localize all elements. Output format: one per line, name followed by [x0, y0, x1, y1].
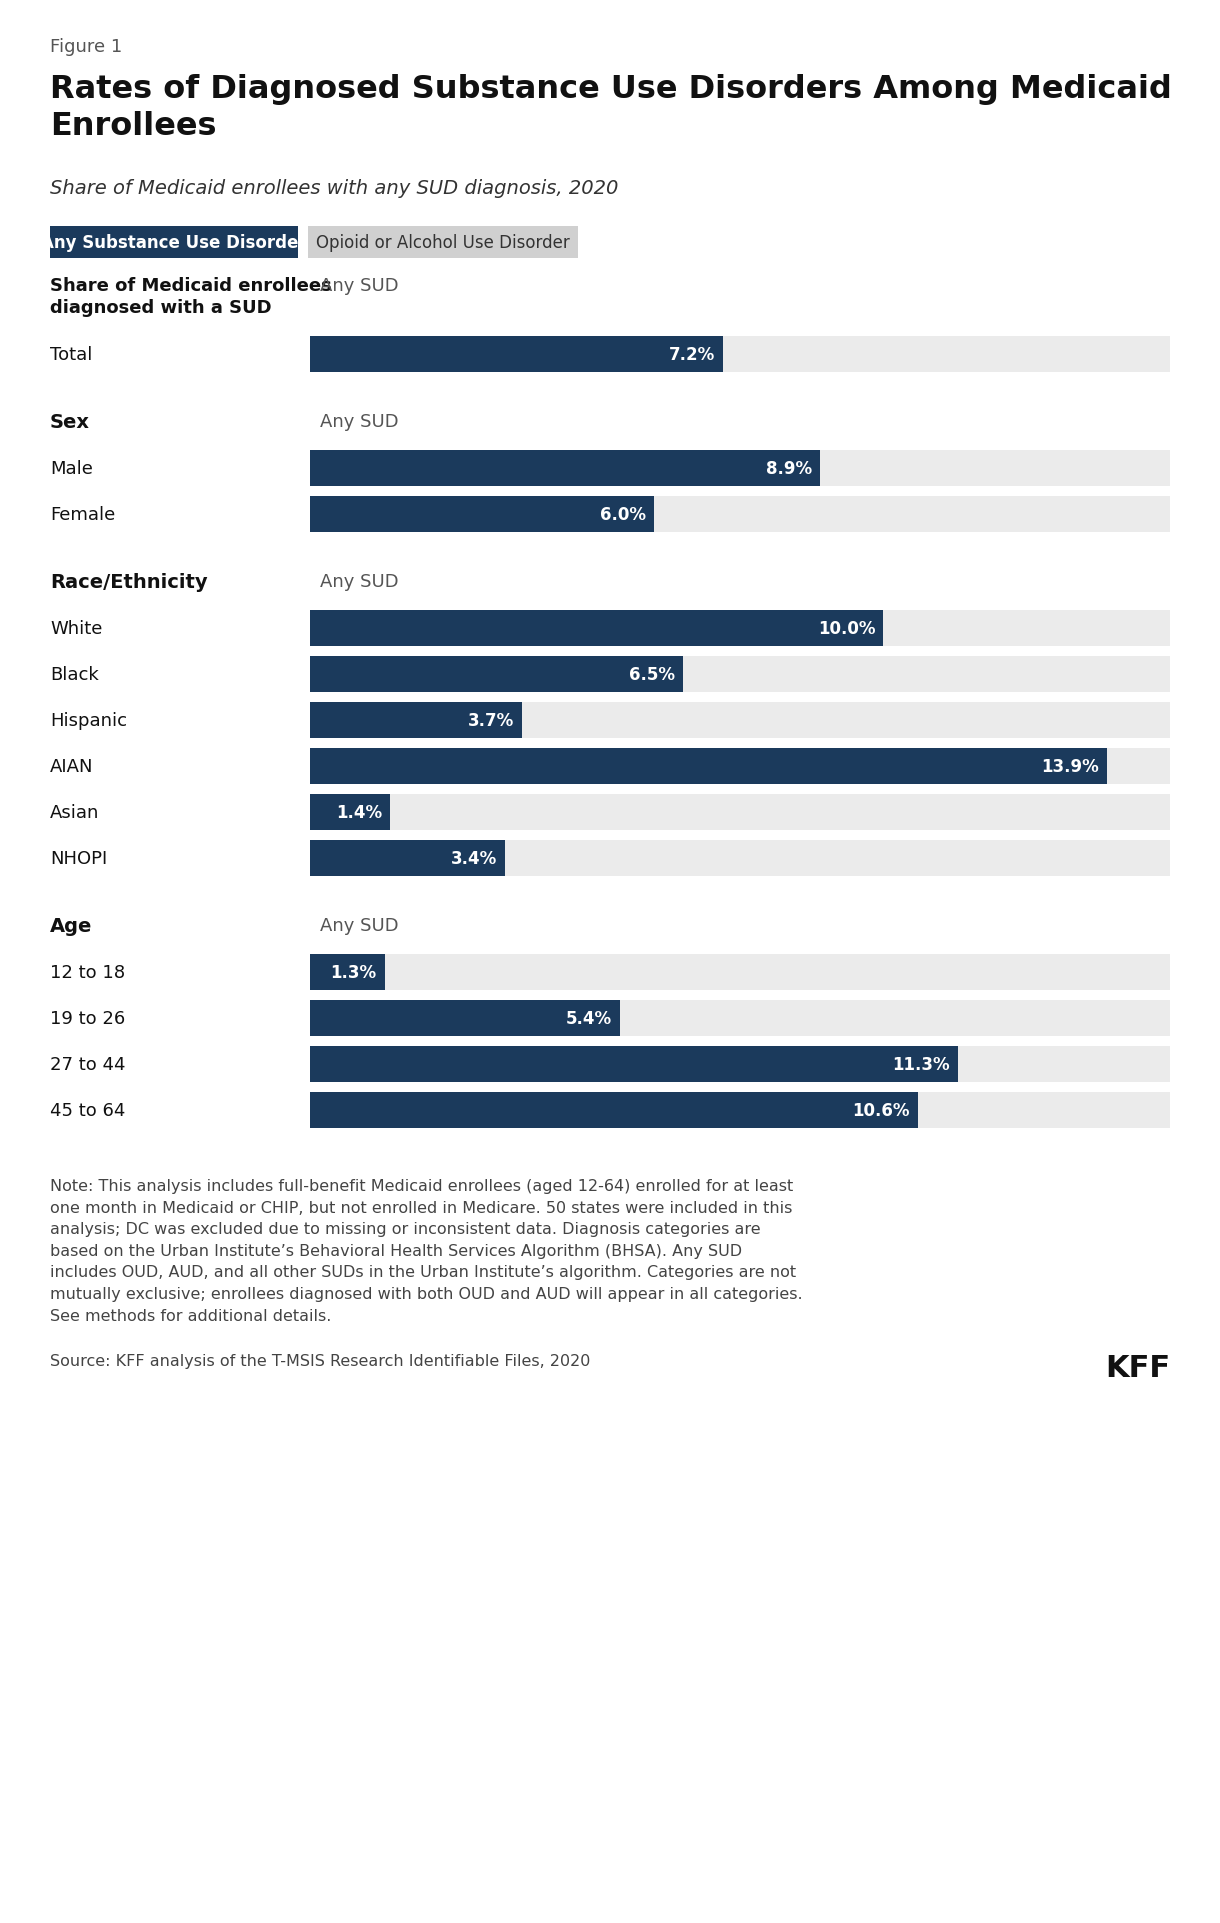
Bar: [310, 748, 1170, 785]
Bar: [310, 450, 1170, 487]
Bar: [310, 612, 883, 646]
Bar: [310, 794, 1170, 831]
Bar: [310, 1092, 1170, 1129]
Text: Share of Medicaid enrollees
diagnosed with a SUD: Share of Medicaid enrollees diagnosed wi…: [50, 277, 332, 317]
Bar: [310, 748, 1107, 785]
Bar: [310, 1046, 1170, 1083]
Text: Hispanic: Hispanic: [50, 712, 127, 729]
Text: Male: Male: [50, 460, 93, 477]
Bar: [310, 794, 390, 831]
Bar: [310, 337, 1170, 373]
Text: 10.0%: 10.0%: [817, 619, 875, 638]
Text: 1.4%: 1.4%: [337, 804, 382, 821]
Text: 6.5%: 6.5%: [628, 665, 675, 685]
Bar: [310, 612, 1170, 646]
Text: Total: Total: [50, 346, 93, 363]
Text: Any SUD: Any SUD: [320, 917, 399, 935]
Bar: [310, 1000, 620, 1036]
Bar: [310, 840, 505, 877]
Text: Share of Medicaid enrollees with any SUD diagnosis, 2020: Share of Medicaid enrollees with any SUD…: [50, 179, 619, 198]
Text: 3.7%: 3.7%: [468, 712, 514, 729]
Text: Any SUD: Any SUD: [320, 573, 399, 590]
Text: Opioid or Alcohol Use Disorder: Opioid or Alcohol Use Disorder: [316, 235, 570, 252]
Text: Any SUD: Any SUD: [320, 277, 399, 294]
Text: 7.2%: 7.2%: [669, 346, 715, 363]
Bar: [310, 337, 722, 373]
Text: 8.9%: 8.9%: [766, 460, 813, 477]
Text: Note: This analysis includes full-benefit Medicaid enrollees (aged 12-64) enroll: Note: This analysis includes full-benefi…: [50, 1179, 803, 1323]
Bar: [307, 227, 578, 260]
Text: Sex: Sex: [50, 413, 90, 433]
Text: Black: Black: [50, 665, 99, 685]
Bar: [310, 1046, 958, 1083]
Bar: [310, 496, 1170, 533]
Text: Female: Female: [50, 506, 115, 523]
Text: 19 to 26: 19 to 26: [50, 1010, 126, 1027]
Text: Rates of Diagnosed Substance Use Disorders Among Medicaid
Enrollees: Rates of Diagnosed Substance Use Disorde…: [50, 73, 1172, 142]
Text: Asian: Asian: [50, 804, 99, 821]
Text: 13.9%: 13.9%: [1041, 758, 1099, 775]
Bar: [310, 702, 1170, 738]
Bar: [310, 954, 1170, 990]
Bar: [310, 496, 654, 533]
Bar: [50, 227, 298, 260]
Bar: [310, 1000, 1170, 1036]
Bar: [310, 954, 384, 990]
Text: Any SUD: Any SUD: [320, 413, 399, 431]
Text: AIAN: AIAN: [50, 758, 94, 775]
Text: 12 to 18: 12 to 18: [50, 963, 126, 981]
Text: Figure 1: Figure 1: [50, 38, 122, 56]
Text: Source: KFF analysis of the T-MSIS Research Identifiable Files, 2020: Source: KFF analysis of the T-MSIS Resea…: [50, 1354, 590, 1369]
Bar: [310, 656, 683, 692]
Text: 6.0%: 6.0%: [600, 506, 647, 523]
Text: 45 to 64: 45 to 64: [50, 1102, 126, 1119]
Bar: [310, 656, 1170, 692]
Text: NHOPI: NHOPI: [50, 850, 107, 867]
Text: 10.6%: 10.6%: [853, 1102, 910, 1119]
Bar: [310, 450, 820, 487]
Text: KFF: KFF: [1105, 1354, 1170, 1383]
Text: 5.4%: 5.4%: [566, 1010, 611, 1027]
Text: White: White: [50, 619, 102, 638]
Bar: [310, 1092, 917, 1129]
Text: Race/Ethnicity: Race/Ethnicity: [50, 573, 207, 592]
Bar: [310, 840, 1170, 877]
Text: 11.3%: 11.3%: [892, 1056, 950, 1073]
Text: Any Substance Use Disorder: Any Substance Use Disorder: [41, 235, 306, 252]
Text: Age: Age: [50, 917, 93, 935]
Text: 27 to 44: 27 to 44: [50, 1056, 126, 1073]
Text: 3.4%: 3.4%: [450, 850, 497, 867]
Text: 1.3%: 1.3%: [331, 963, 377, 981]
Bar: [310, 702, 522, 738]
